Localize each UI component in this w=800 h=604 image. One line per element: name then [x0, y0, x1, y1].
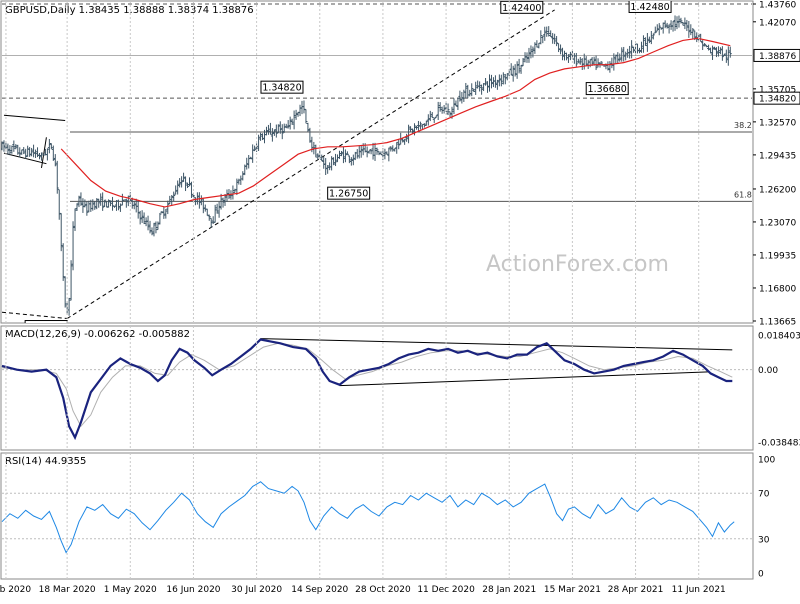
- x-tick-label: 30 Jul 2020: [231, 585, 282, 595]
- x-tick-label: 1 May 2020: [104, 585, 157, 595]
- y-tick-label: 1.13665: [759, 318, 796, 328]
- rsi-panel: [0, 452, 754, 580]
- y-tick-label: 1.35705: [759, 85, 796, 95]
- price-annotation-box: [260, 80, 304, 94]
- y-tick-label: 1.19935: [759, 251, 796, 261]
- watermark: ActionForex.com: [486, 252, 669, 277]
- trend-line: [66, 9, 555, 319]
- macd-y-label: -0.038483: [758, 439, 800, 449]
- price-annotation: 1.14090: [26, 322, 65, 333]
- x-tick-label: 18 Mar 2020: [39, 585, 96, 595]
- price-label-box: [753, 48, 800, 62]
- price-annotation-box: [327, 186, 371, 200]
- y-tick-label: 1.16800: [759, 284, 796, 294]
- macd-trend-line: [339, 371, 709, 387]
- x-tick-label: 11 Jun 2021: [672, 585, 726, 595]
- y-tick-label: 1.32570: [759, 118, 796, 128]
- price-annotation-box: [24, 320, 68, 323]
- macd-title: MACD(12,26,9) -0.006262 -0.005882: [5, 329, 190, 340]
- x-tick-label: 28 Jan 2021: [482, 585, 536, 595]
- rsi-y-label: 30: [758, 535, 770, 545]
- rsi-title: RSI(14) 44.9355: [5, 456, 86, 467]
- rsi-plot: [1, 481, 752, 554]
- x-tick-label: 3 Feb 2020: [0, 585, 31, 595]
- moving-average-line: [60, 37, 731, 208]
- price-label-box: [753, 91, 800, 105]
- rsi-line: [1, 481, 735, 554]
- price-annotation: 1.42400: [502, 3, 541, 14]
- price-plot: 38.2 61.8 1.14090 1.34820 1.26750 1.42400 1.36…: [1, 1, 752, 333]
- y-tick-label: 1.29435: [759, 151, 796, 161]
- x-tick-label: 14 Sep 2020: [291, 585, 348, 595]
- price-annotation-box: [500, 1, 544, 14]
- y-tick-label: 1.34820: [759, 95, 796, 105]
- fib-level-label: 38.2: [734, 121, 752, 130]
- x-tick-label: 28 Apr 2021: [608, 585, 664, 595]
- trend-line: [1, 311, 68, 320]
- rsi-y-label: 0: [758, 570, 764, 580]
- x-tick-label: 11 Dec 2020: [417, 585, 475, 595]
- rsi-y-label: 100: [758, 456, 775, 466]
- price-annotation: 1.36680: [588, 84, 627, 95]
- price-annotation-box: [585, 82, 629, 96]
- y-tick-label: 1.23070: [759, 218, 796, 228]
- price-annotation: 1.42480: [630, 2, 669, 13]
- y-tick-label: 1.43760: [759, 1, 796, 11]
- macd-series-line: [1, 338, 733, 441]
- y-tick-label: 1.42070: [759, 18, 796, 28]
- x-tick-label: 28 Oct 2020: [355, 585, 411, 595]
- price-annotation: 1.26750: [329, 189, 368, 200]
- price-title: GBPUSD,Daily 1.38435 1.38888 1.38374 1.3…: [5, 5, 254, 16]
- x-tick-label: 16 Jun 2020: [166, 585, 220, 595]
- y-tick-label: 1.38876: [759, 52, 796, 62]
- rsi-y-label: 70: [758, 490, 770, 500]
- fib-level-label: 61.8: [734, 190, 752, 199]
- macd-trend-line: [260, 338, 733, 351]
- macd-y-label: 0.018403: [758, 332, 800, 342]
- x-tick-label: 15 Mar 2021: [544, 585, 601, 595]
- y-tick-label: 1.26200: [759, 185, 796, 195]
- channel-line: [3, 114, 66, 121]
- price-annotation-box: [628, 1, 672, 13]
- macd-panel: [0, 325, 754, 451]
- macd-plot: [1, 338, 752, 441]
- price-annotation: 1.34820: [262, 83, 301, 94]
- macd-y-label: 0.00: [758, 366, 778, 376]
